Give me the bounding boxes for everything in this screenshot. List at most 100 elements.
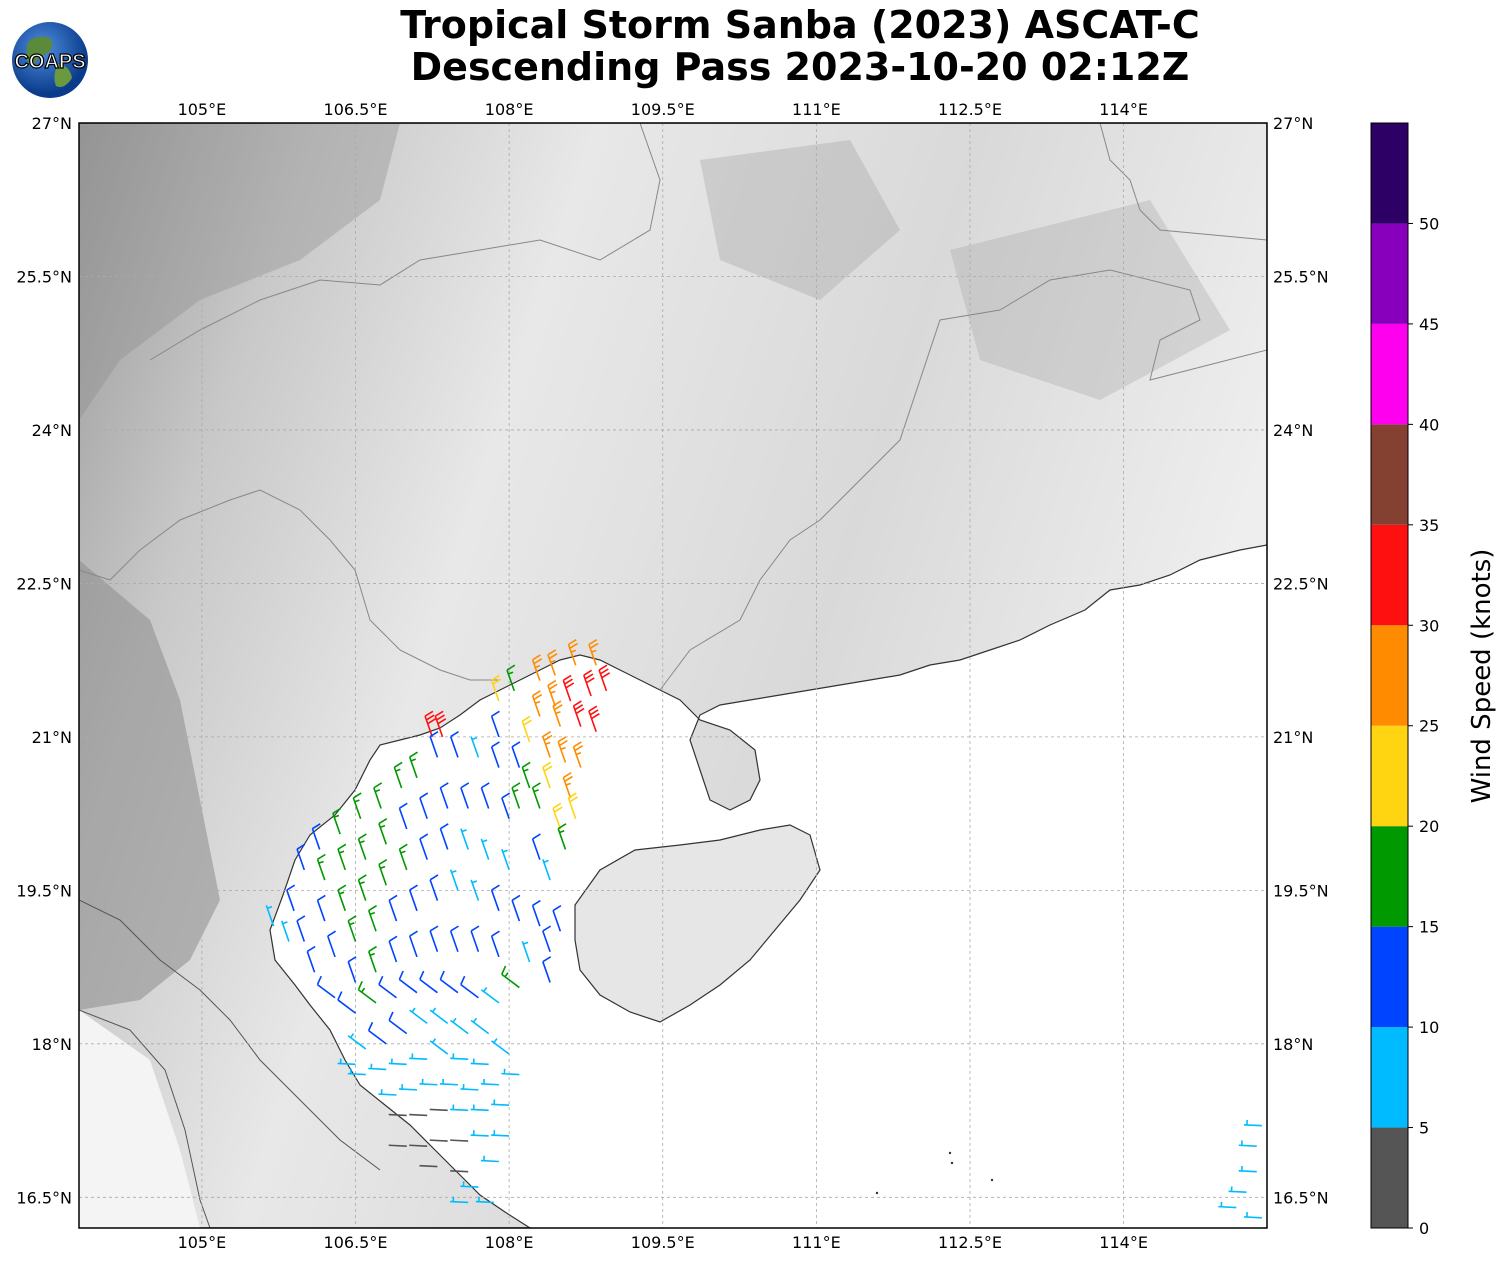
wind-barb	[449, 731, 459, 758]
wind-barb	[388, 1058, 407, 1066]
wind-barb	[470, 1104, 489, 1112]
wind-barb	[1228, 1186, 1247, 1193]
colorbar-bin	[1371, 625, 1408, 726]
colorbar-bin	[1371, 1027, 1408, 1128]
wind-barb	[347, 956, 357, 983]
wind-barb	[337, 884, 347, 912]
title-line-2: Descending Pass 2023-10-20 02:12Z	[410, 45, 1190, 89]
colorbar-tick-label: 40	[1419, 415, 1439, 434]
wind-barb	[583, 669, 595, 697]
wind-barb	[424, 710, 436, 738]
border-line	[79, 489, 500, 681]
lat-tick-label-right: 18°N	[1273, 1035, 1313, 1054]
lat-tick-label-left: 21°N	[32, 728, 72, 747]
lon-tick-label-bottom: 105°E	[178, 1233, 227, 1252]
wind-barb	[490, 674, 502, 702]
wind-barb	[480, 782, 490, 809]
wind-barb	[398, 1084, 418, 1091]
terrain-ridge-east	[950, 200, 1230, 400]
wind-barb	[409, 1113, 428, 1117]
wind-barb	[332, 807, 342, 835]
wind-barb	[491, 1130, 510, 1137]
wind-barb	[449, 925, 459, 953]
wind-barb	[562, 771, 573, 799]
wind-barb	[352, 792, 362, 820]
wind-barb	[470, 925, 480, 953]
wind-barb	[521, 940, 531, 963]
wind-barb	[450, 1017, 469, 1035]
wind-barb	[409, 1053, 428, 1060]
wind-barb	[557, 823, 567, 850]
wind-barb	[429, 731, 439, 758]
wind-barb	[439, 823, 449, 850]
lon-tick-label-bottom: 112.5°E	[938, 1233, 1002, 1252]
wind-barb	[547, 679, 558, 707]
hainan-island	[574, 824, 821, 1023]
colorbar-bin	[1371, 524, 1408, 626]
wind-barb	[511, 782, 521, 809]
wind-barb	[347, 1033, 367, 1050]
lat-tick-label-left: 16.5°N	[16, 1188, 72, 1207]
wind-barb	[398, 802, 408, 830]
wind-barb	[460, 1084, 479, 1091]
wind-barb	[439, 1078, 458, 1086]
wind-barb	[1243, 1119, 1262, 1127]
wind-barb	[316, 894, 326, 922]
wind-barb	[562, 674, 575, 702]
wind-barb	[501, 1068, 520, 1076]
title-line-1: Tropical Storm Sanba (2023) ASCAT-C	[400, 3, 1200, 47]
wind-barb	[1238, 1165, 1257, 1173]
wind-barb	[588, 705, 600, 733]
wind-barb	[460, 975, 479, 999]
wind-barb	[378, 975, 397, 999]
wind-barb	[511, 894, 521, 922]
wind-barb	[347, 915, 357, 942]
wind-barb	[316, 853, 326, 881]
border-line-2	[149, 123, 661, 361]
wind-barb	[531, 654, 543, 681]
wind-barb	[470, 1017, 490, 1035]
wind-barb	[398, 970, 418, 994]
wind-barb	[552, 904, 562, 932]
border-line-3	[659, 269, 1267, 691]
lon-tick-label-top: 108°E	[485, 100, 534, 119]
globe-logo-icon: COAPS	[12, 22, 88, 98]
lon-tick-label-top: 106.5°E	[324, 100, 388, 119]
wind-barb	[588, 638, 599, 666]
wind-barb	[567, 638, 579, 666]
wind-barbs	[265, 638, 1262, 1219]
wind-barb	[434, 710, 447, 738]
gridlines	[79, 123, 1267, 1228]
wind-barb	[531, 782, 541, 809]
wind-barb	[296, 915, 306, 942]
lat-tick-label-left: 25.5°N	[16, 267, 72, 286]
wind-barb	[378, 858, 388, 886]
lat-tick-label-right: 25.5°N	[1273, 267, 1329, 286]
wind-barb	[388, 935, 398, 963]
wind-barb	[429, 1108, 448, 1112]
wind-barb	[470, 736, 480, 758]
small-island	[875, 1191, 879, 1195]
wind-barb	[429, 925, 439, 953]
wind-barb	[1238, 1140, 1257, 1147]
wind-barb	[490, 930, 500, 958]
colorbar-bin	[1371, 725, 1408, 827]
wind-barb	[367, 945, 377, 973]
wind-barb	[316, 975, 336, 999]
lon-tick-label-top: 111°E	[792, 100, 841, 119]
colorbar-tick-label: 25	[1419, 717, 1439, 736]
terrain-dark-west	[79, 560, 220, 1010]
wind-barb	[460, 782, 470, 809]
colorbar-bin	[1371, 826, 1408, 927]
wind-barb	[450, 1104, 469, 1112]
wind-barb	[542, 761, 553, 789]
map-frame	[78, 122, 1268, 1229]
border-line-4	[1099, 123, 1267, 241]
wind-barb	[449, 869, 459, 891]
lon-tick-label-bottom: 111°E	[792, 1233, 841, 1252]
wind-barb	[378, 1089, 397, 1096]
lat-tick-label-left: 27°N	[32, 114, 72, 133]
wind-barb	[327, 930, 337, 958]
wind-barb	[368, 1063, 387, 1071]
wind-barb	[460, 828, 469, 850]
